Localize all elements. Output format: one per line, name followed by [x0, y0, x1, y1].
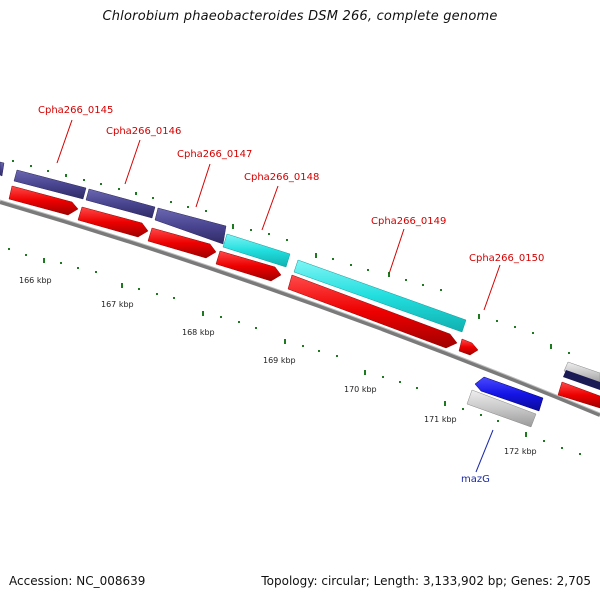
label-cpha266-0145: Cpha266_0145: [38, 105, 113, 116]
kbp-label-167: 167 kbp: [101, 300, 134, 309]
cds-cpha266-0149[interactable]: [287, 274, 458, 349]
gene-track-outer: [0, 161, 600, 390]
genome-backbone-highlight: [0, 199, 600, 414]
gene-right-navy[interactable]: [563, 370, 600, 390]
genome-backbone: [0, 200, 600, 417]
kbp-label-166: 166 kbp: [19, 276, 52, 285]
gene-cpha266-0144-partial[interactable]: [0, 161, 5, 177]
leader-cpha266-0146: [124, 139, 141, 185]
gene-cpha266-0147-purple[interactable]: [154, 207, 227, 245]
gene-cpha266-0145-purple[interactable]: [13, 169, 87, 200]
kbp-label-168: 168 kbp: [182, 328, 215, 337]
label-cpha266-0150: Cpha266_0150: [469, 253, 544, 264]
gene-mazg-blue[interactable]: [474, 376, 544, 412]
outer-tick-row: [12, 160, 570, 354]
label-cpha266-0149: Cpha266_0149: [371, 216, 446, 227]
genome-summary-text: Topology: circular; Length: 3,133,902 bp…: [261, 574, 591, 588]
map-title: Chlorobium phaeobacteroides DSM 266, com…: [102, 9, 498, 24]
label-cpha266-0148: Cpha266_0148: [244, 172, 319, 183]
leader-cpha266-0150: [483, 264, 501, 311]
cds-track: [8, 185, 600, 409]
label-mazg: mazG: [461, 474, 490, 485]
label-leaders: [56, 119, 501, 473]
gene-cpha266-0148-cyan[interactable]: [222, 233, 291, 268]
leader-cpha266-0147: [195, 163, 211, 208]
leader-cpha266-0145: [56, 119, 73, 164]
cds-cpha266-0148[interactable]: [215, 250, 282, 282]
cds-cpha266-0147[interactable]: [147, 227, 217, 259]
leader-cpha266-0148: [261, 185, 279, 231]
kbp-label-169: 169 kbp: [263, 356, 296, 365]
kbp-label-171: 171 kbp: [424, 415, 457, 424]
kbp-label-170: 170 kbp: [344, 385, 377, 394]
kbp-label-172: 172 kbp: [504, 447, 537, 456]
cds-cpha266-0150[interactable]: [458, 338, 479, 356]
label-cpha266-0147: Cpha266_0147: [177, 149, 252, 160]
cds-cpha266-0146[interactable]: [77, 206, 149, 238]
inner-tick-row: [8, 248, 581, 455]
gene-cpha266-0149-cyan[interactable]: [293, 259, 467, 333]
gene-mazg-grey[interactable]: [466, 389, 537, 428]
leader-cpha266-0149: [388, 228, 405, 275]
cds-cpha266-0145[interactable]: [8, 185, 79, 216]
leader-mazg: [475, 429, 494, 473]
cds-right-partial[interactable]: [557, 381, 600, 409]
label-cpha266-0146: Cpha266_0146: [106, 126, 181, 137]
gene-cpha266-0146-purple[interactable]: [85, 188, 156, 219]
accession-text: Accession: NC_008639: [9, 574, 146, 588]
gene-right-grey-outer[interactable]: [563, 361, 600, 385]
